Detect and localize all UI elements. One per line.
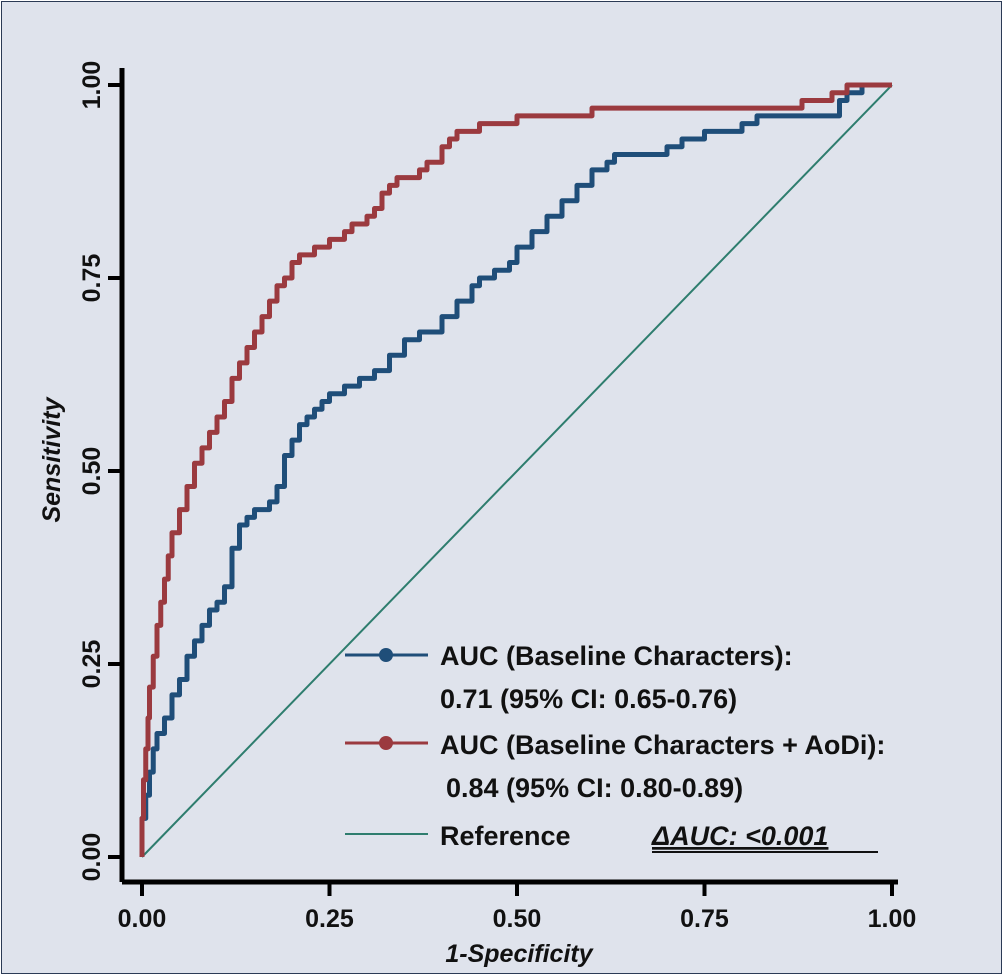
legend-marker-aodi [379,736,393,750]
legend-label-aodi-line1: AUC (Baseline Characters + AoDi): [440,730,885,760]
legend: AUC (Baseline Characters): 0.71 (95% CI:… [345,641,885,853]
y-tick-label-1: 0.25 [78,640,106,689]
series-line-1 [139,82,892,857]
legend-label-baseline-line1: AUC (Baseline Characters): [440,641,793,671]
series-line-2 [141,84,893,858]
x-tick-label-0: 0.00 [118,905,167,933]
x-tick-label-4: 1.00 [868,905,917,933]
delta-auc-annotation: ΔAUC: <0.001 [651,821,828,851]
y-tick-label-0: 0.00 [78,833,106,882]
legend-label-reference: Reference [440,821,571,851]
y-axis-title: Sensitivity [38,396,66,522]
x-tick-label-1: 0.25 [305,905,354,933]
x-axis-title: 1-Specificity [445,940,593,968]
legend-marker-baseline [379,648,393,662]
y-tick-label-4: 1.00 [78,61,106,110]
x-tick-label-3: 0.75 [680,905,729,933]
series-line-0 [139,82,892,857]
y-tick-label-2: 0.50 [78,447,106,496]
legend-label-baseline-line2: 0.71 (95% CI: 0.65-0.76) [440,684,737,714]
x-tick-label-2: 0.50 [493,905,542,933]
y-tick-label-3: 0.75 [78,254,106,303]
legend-label-aodi-line2: 0.84 (95% CI: 0.80-0.89) [446,773,743,803]
